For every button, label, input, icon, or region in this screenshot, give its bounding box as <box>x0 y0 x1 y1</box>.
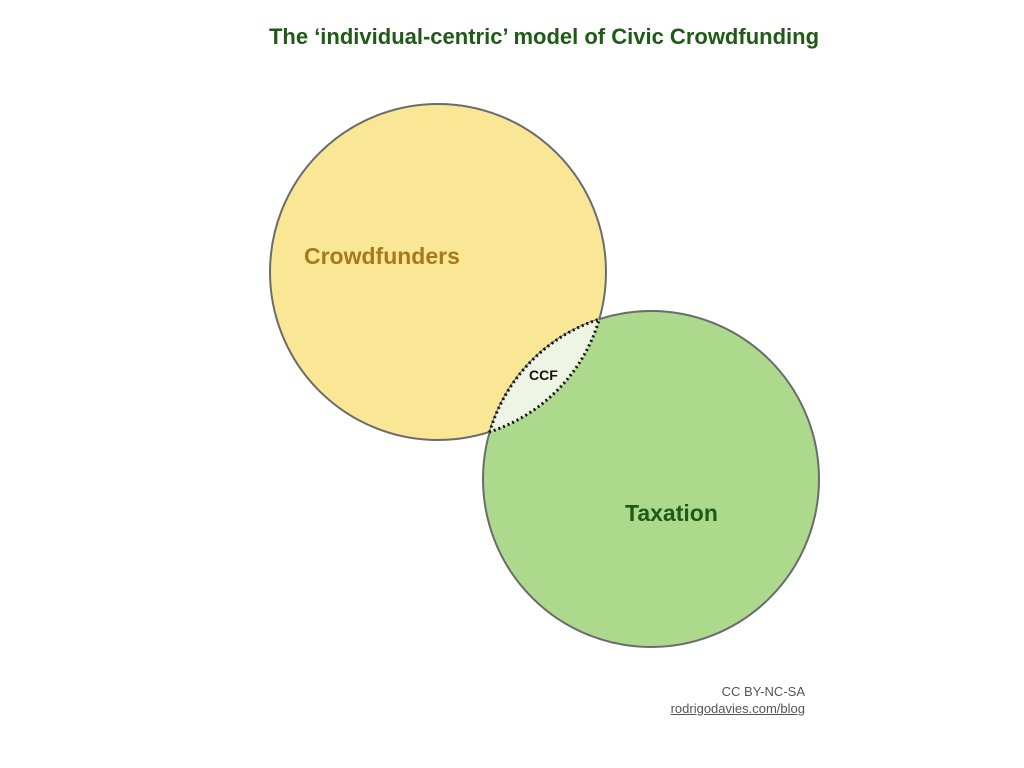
credits: CC BY-NC-SA rodrigodavies.com/blog <box>671 683 805 717</box>
diagram-title: The ‘individual-centric’ model of Civic … <box>268 24 820 49</box>
crowdfunders-circle <box>269 103 607 441</box>
taxation-label: Taxation <box>625 500 718 526</box>
ccf-label: CCF <box>529 367 558 383</box>
blog-link[interactable]: rodrigodavies.com/blog <box>670 701 805 716</box>
crowdfunders-label: Crowdfunders <box>304 243 460 269</box>
taxation-circle <box>482 310 820 648</box>
license-text: CC BY-NC-SA <box>721 684 805 699</box>
